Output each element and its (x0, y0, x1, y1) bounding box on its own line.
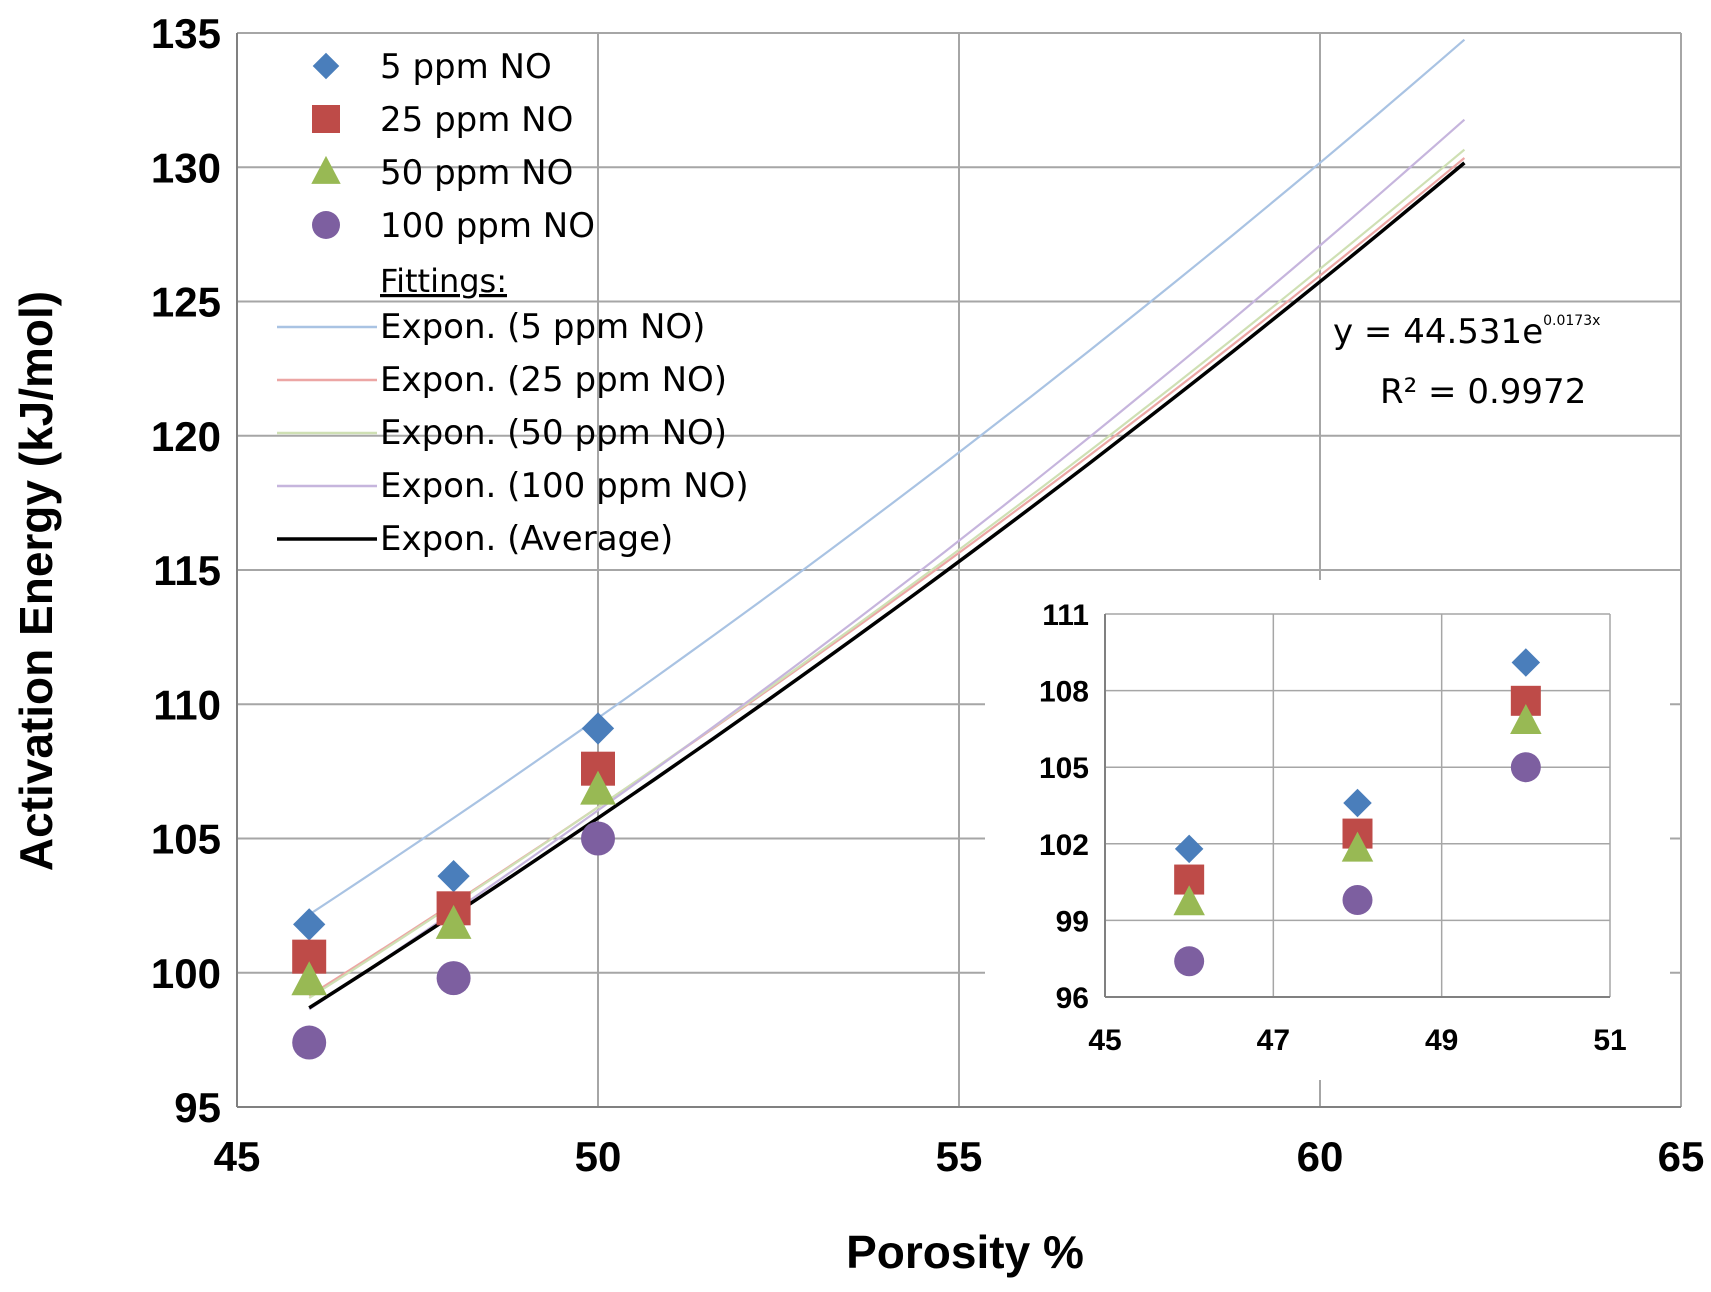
y-tick-label: 120 (151, 413, 221, 460)
x-tick-label: 60 (1297, 1133, 1344, 1180)
legend-label: 50 ppm NO (380, 153, 573, 193)
legend-heading: Fittings: (380, 262, 507, 300)
data-point (293, 908, 326, 941)
main-axes: 95 100 105 110 115 120 125 130 135 45 50 55 60 65 (151, 10, 1704, 1180)
y-tick-label: 105 (151, 816, 221, 863)
inset-data-point (1510, 752, 1541, 783)
inset-x-tick-label: 49 (1425, 1024, 1458, 1057)
inset-y-tick-label: 108 (1039, 676, 1089, 709)
y-tick-label: 110 (153, 681, 221, 728)
data-point (581, 712, 615, 745)
legend-label: Expon. (50 ppm NO) (380, 413, 727, 453)
legend-label: Expon. (25 ppm NO) (380, 360, 727, 400)
inset-y-tick-label: 102 (1039, 829, 1089, 862)
data-point (437, 859, 470, 893)
equation-prefix: y = 44.531e (1333, 312, 1543, 352)
fit-line (308, 148, 1466, 999)
inset-x-tick-label: 45 (1088, 1024, 1121, 1057)
inset-y-tick-label: 96 (1056, 982, 1089, 1015)
y-axis-label: Activation Energy (kJ/mol) (10, 291, 62, 871)
legend-marker (312, 52, 340, 80)
inset-data-point (1342, 884, 1373, 915)
inset-data-point (1173, 885, 1205, 916)
inset-data-point (1341, 831, 1374, 862)
inset-chart: 96 99 102 105 108 111 45 47 49 51 (985, 580, 1670, 1080)
r-squared-text: R² = 0.9972 (1380, 372, 1586, 412)
inset-x-tick-label: 47 (1257, 1024, 1290, 1057)
y-tick-label: 115 (153, 547, 221, 594)
legend: Fittings: 5 ppm NO 25 ppm NO 50 ppm NO 100 … (277, 47, 749, 559)
legend-label: 5 ppm NO (380, 47, 552, 87)
legend-label: Expon. (100 ppm NO) (380, 466, 749, 506)
y-tick-label: 125 (151, 279, 221, 326)
equation-annotation: y = 44.531e0.0173x R² = 0.9972 (1333, 312, 1600, 412)
legend-label: Expon. (5 ppm NO) (380, 307, 705, 347)
inset-y-tick-label: 105 (1039, 752, 1089, 785)
inset-y-tick-label: 111 (1042, 599, 1089, 632)
data-point (436, 961, 471, 996)
data-point (435, 904, 472, 939)
y-tick-label: 95 (174, 1084, 221, 1131)
x-tick-label: 65 (1658, 1133, 1705, 1180)
y-tick-label: 135 (151, 10, 221, 57)
x-tick-label: 50 (575, 1133, 622, 1180)
main-markers (291, 712, 616, 1060)
x-axis-label: Porosity % (846, 1226, 1084, 1278)
data-point (292, 1025, 327, 1060)
y-tick-label: 130 (151, 144, 221, 191)
equation-text: y = 44.531e0.0173x (1333, 312, 1600, 352)
inset-data-point (1343, 788, 1372, 818)
y-tick-label: 100 (151, 950, 221, 997)
inset-data-point (1510, 703, 1542, 734)
equation-exponent: 0.0173x (1543, 313, 1600, 329)
legend-marker (312, 211, 340, 239)
x-tick-label: 45 (214, 1133, 261, 1180)
data-point (291, 961, 328, 996)
fit-lines (308, 38, 1466, 1011)
x-tick-label: 55 (936, 1133, 983, 1180)
inset-data-point (1511, 648, 1541, 677)
fit-line (308, 161, 1466, 1010)
data-point (580, 770, 616, 805)
inset-data-point (1174, 946, 1205, 977)
fit-line (308, 118, 1466, 1011)
legend-label: 25 ppm NO (380, 100, 573, 140)
inset-data-point (1174, 834, 1204, 864)
legend-marker (311, 155, 341, 184)
data-point (581, 821, 615, 856)
legend-label: Expon. (Average) (380, 519, 673, 559)
inset-y-tick-label: 99 (1056, 905, 1089, 938)
inset-x-tick-label: 51 (1593, 1024, 1626, 1057)
legend-label: 100 ppm NO (380, 206, 595, 246)
legend-marker (312, 105, 340, 133)
fit-line (308, 38, 1466, 916)
